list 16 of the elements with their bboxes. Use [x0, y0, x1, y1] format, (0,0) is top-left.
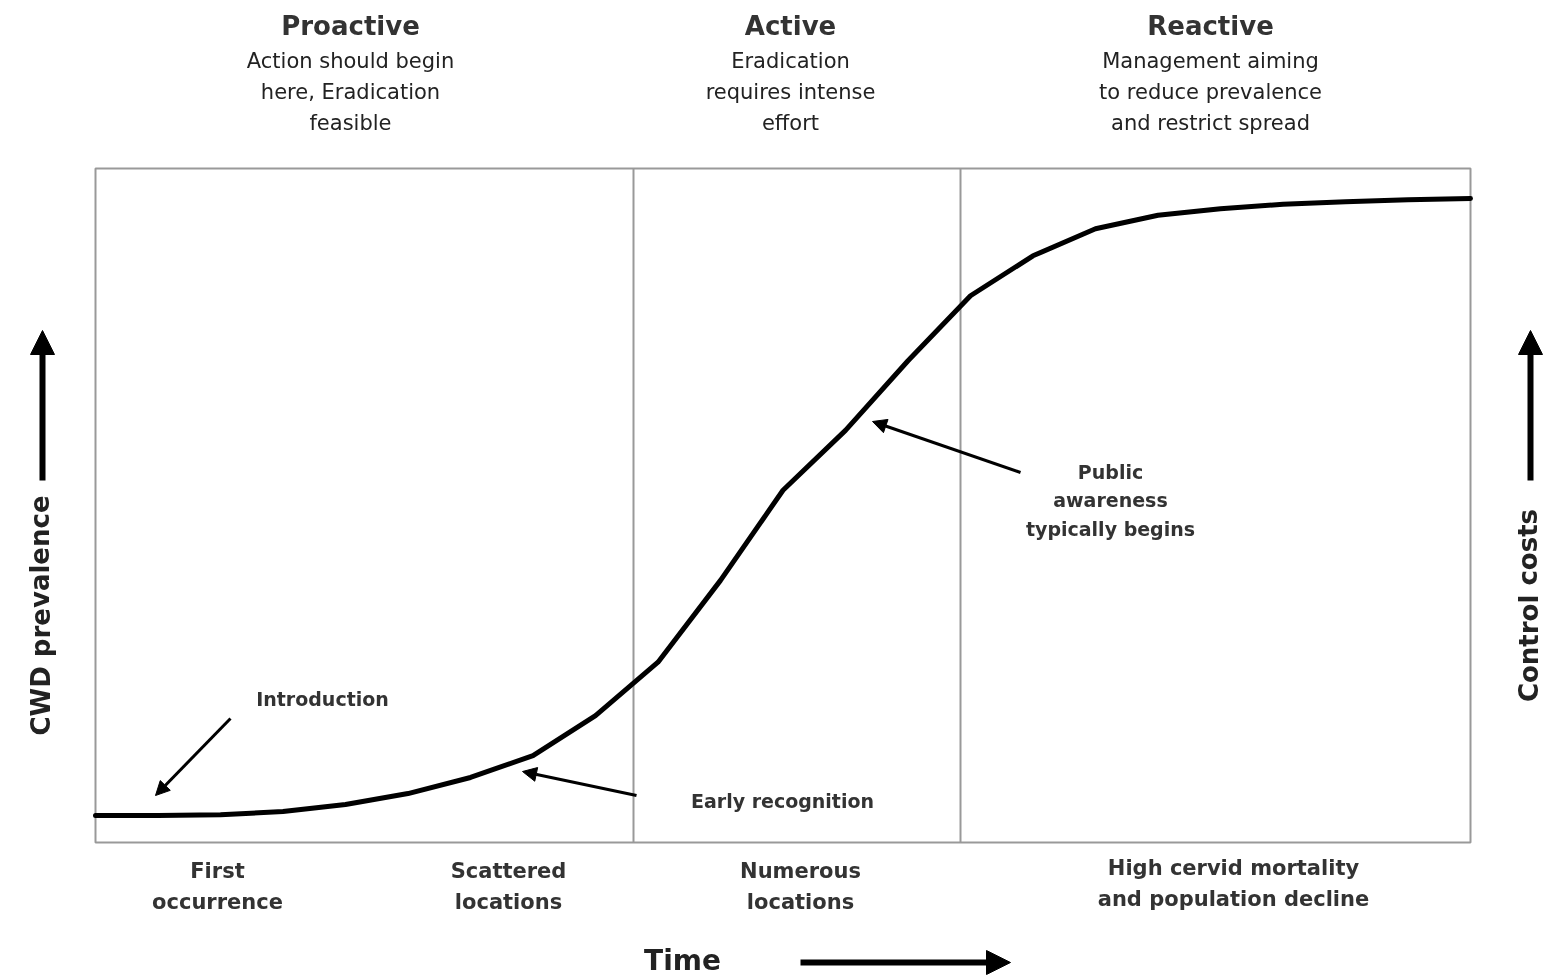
y-axis-title: CWD prevalence	[25, 495, 56, 736]
x-axis-title: Time	[644, 944, 721, 976]
text: High cervid mortality and population decline	[1097, 855, 1370, 911]
text: Numerous locations	[740, 858, 861, 914]
text: Management aiming to reduce prevalence and restrict spread	[1099, 48, 1322, 135]
text: Proactive	[281, 10, 420, 41]
text: Action should begin here, Eradication feasible	[246, 48, 455, 135]
annotation: Introduction	[256, 687, 389, 710]
text: Reactive	[1147, 10, 1274, 41]
text: Active	[744, 10, 837, 41]
text: Scattered locations	[450, 858, 567, 914]
text: First occurrence	[152, 858, 283, 914]
y2-axis-title: Control costs	[1513, 508, 1544, 703]
text: Eradication requires intense effort	[705, 48, 876, 135]
annotation: Public awareness typically begins	[1025, 460, 1196, 541]
annotation: Early recognition	[690, 789, 875, 812]
